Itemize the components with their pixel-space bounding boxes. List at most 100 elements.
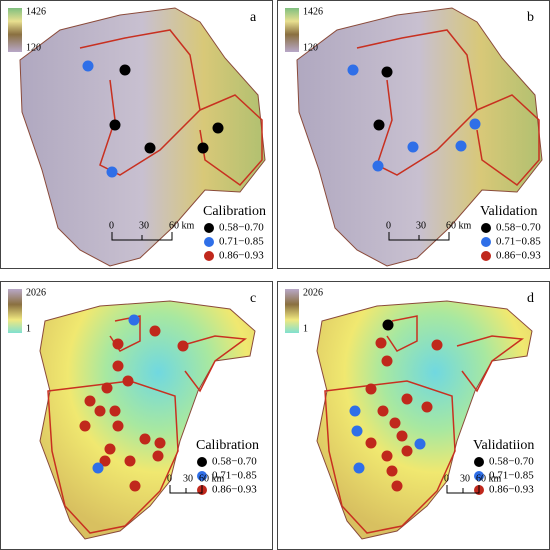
legend-title: Calibration [203,204,266,219]
gauge-station [401,445,413,457]
legend-marker [474,471,484,481]
panel-label: b [527,10,534,25]
legend-label: 0.71−0.85 [489,470,534,482]
scale-label: 30 [183,473,193,484]
gauge-station [389,417,401,429]
scale-label: 60 km [169,220,195,231]
legend-label: 0.71−0.85 [219,236,264,248]
gauge-station [391,480,403,492]
gauge-station [401,393,413,405]
gauge-station [414,438,426,450]
gauge-station [421,401,433,413]
gauge-station [129,480,141,492]
legend-label: 0.58−0.70 [212,456,257,468]
panel-label: a [250,10,257,25]
gauge-station [372,160,384,172]
scale-label: 0 [167,473,172,484]
legend-marker [474,457,484,467]
gauge-station [396,430,408,442]
gauge-station [381,450,393,462]
legend-title: Validatiion [473,438,534,453]
scale-label: 30 [460,473,470,484]
colorbar [285,8,299,52]
gauge-station [149,325,161,337]
legend-marker [197,471,207,481]
gauge-station [144,142,156,154]
legend-marker [481,223,491,233]
colorbar [8,8,22,52]
legend-label: 0.58−0.70 [496,222,541,234]
gauge-station [104,443,116,455]
subbasin-outline [386,315,418,352]
scale-label: 0 [386,220,391,231]
gauge-station [84,395,96,407]
gauge-station [112,338,124,350]
gauge-station [119,64,131,76]
legend-label: 0.71−0.85 [212,470,257,482]
scale-label: 60 km [199,473,225,484]
legend-marker [204,251,214,261]
gauge-station [377,405,389,417]
gauge-station [92,462,104,474]
gauge-station [381,355,393,367]
legend-label: 0.86−0.93 [219,250,264,262]
legend-label: 0.58−0.70 [489,456,534,468]
panel-label: d [527,291,534,306]
legend-marker [481,251,491,261]
scale-label: 60 km [476,473,502,484]
gauge-station [112,360,124,372]
legend-marker [197,457,207,467]
gauge-station [373,119,385,131]
gauge-station [407,141,419,153]
gauge-station [152,450,164,462]
legend-marker [481,237,491,247]
colorbar-max: 1426 [303,6,323,17]
gauge-station [382,319,394,331]
colorbar-min: 1 [26,323,31,334]
subbasin-outline [179,335,248,393]
gauge-station [365,383,377,395]
gauge-station [99,455,111,467]
gauge-station [455,140,467,152]
legend-title: Calibration [196,438,259,453]
gauge-station [122,375,134,387]
map-panel: 2026 1 d Validatiion 0.58−0.70 0.71−0.85 0.86−… [277,281,550,550]
basin [296,7,543,267]
gauge-station [139,433,151,445]
scale-label: 30 [139,220,149,231]
gauge-station [109,405,121,417]
subbasin-outline [476,94,540,187]
gauge-station [381,66,393,78]
map-panel: 1426 120 b Validation 0.58−0.70 0.71−0.85 0.86… [277,0,550,269]
gauge-station [82,60,94,72]
gauge-station [212,122,224,134]
legend-label: 0.71−0.85 [496,236,541,248]
subbasin-outline [356,29,478,176]
basin [19,7,266,267]
subbasin-outline [199,94,263,187]
subbasin-outline [47,380,179,534]
gauge-station [177,340,189,352]
gauge-station [106,166,118,178]
gauge-station [79,420,91,432]
subbasin-outline [456,335,525,393]
basin [39,300,256,540]
gauge-station [101,382,113,394]
scale-label: 60 km [446,220,472,231]
gauge-station [353,462,365,474]
colorbar-min: 120 [26,42,41,53]
colorbar-min: 1 [303,323,308,334]
gauge-station [351,425,363,437]
scale-label: 0 [109,220,114,231]
colorbar-max: 2026 [303,287,323,298]
colorbar [285,289,299,333]
gauge-station [112,420,124,432]
subbasin-outline [79,29,201,176]
scale-label: 0 [444,473,449,484]
gauge-station [197,142,209,154]
gauge-station [124,455,136,467]
map-panel: 2026 1 c Calibration 0.58−0.70 0.71−0.85 0.86−… [0,281,273,550]
legend-label: 0.86−0.93 [212,484,257,496]
